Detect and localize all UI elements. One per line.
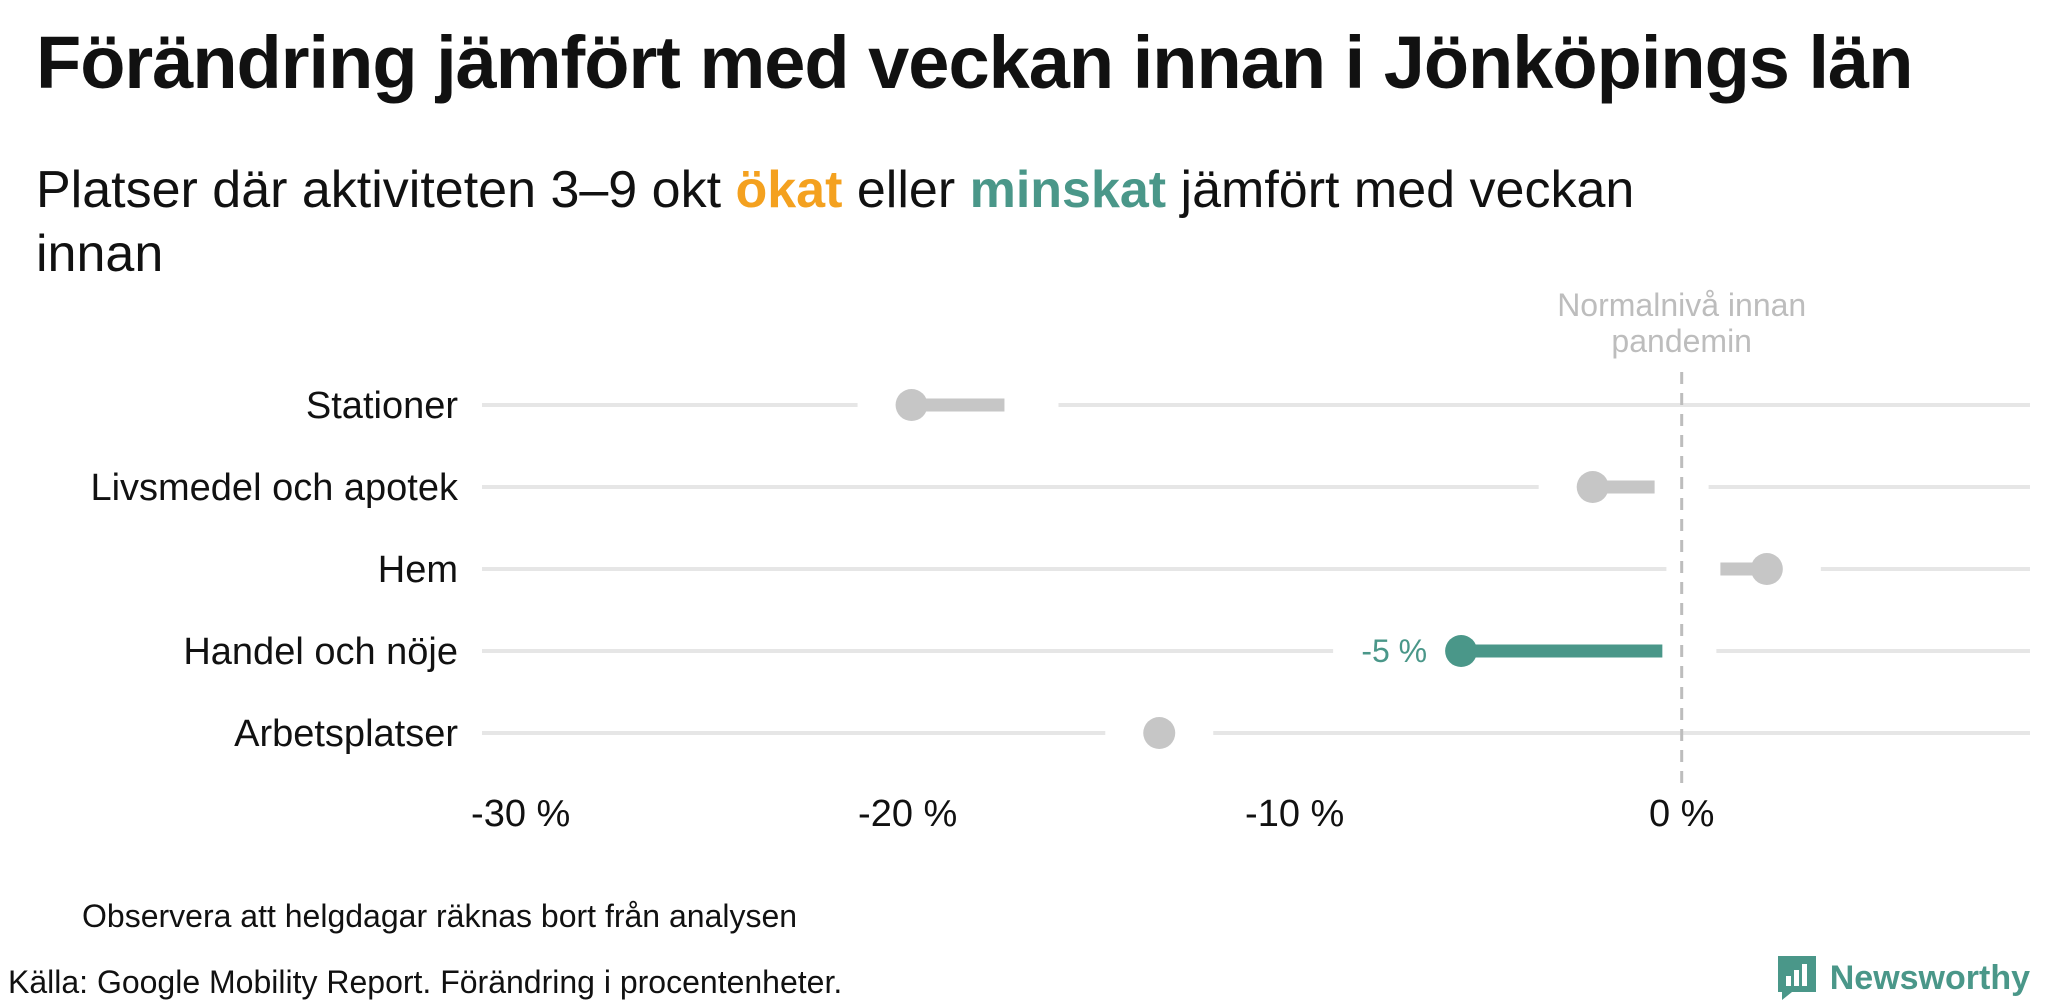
data-label: -5 % bbox=[1361, 633, 1427, 669]
current-value-dot bbox=[1445, 635, 1478, 667]
subtitle-suffix: jämfört med veckan innan bbox=[36, 161, 1635, 283]
source-note: Källa: Google Mobility Report. Förändrin… bbox=[8, 964, 843, 1000]
category-label: Arbetsplatser bbox=[234, 713, 458, 755]
gridlines bbox=[482, 403, 2030, 735]
category-label: Stationer bbox=[306, 385, 458, 427]
category-label: Hem bbox=[378, 549, 458, 591]
current-value-dot bbox=[1750, 553, 1783, 585]
reference-line-group: Normalnivå innan pandemin bbox=[1557, 287, 1806, 790]
current-value-dot bbox=[1576, 471, 1609, 503]
chart-subtitle: Platser där aktiviteten 3–9 okt ökat ell… bbox=[36, 158, 1736, 286]
x-tick-label: -20 % bbox=[858, 793, 957, 835]
chart-title: Förändring jämfört med veckan innan i Jö… bbox=[36, 21, 1913, 104]
subtitle-middle: eller bbox=[842, 161, 970, 219]
reference-line-label: Normalnivå innan pandemin bbox=[1557, 287, 1806, 359]
category-label: Livsmedel och apotek bbox=[90, 467, 459, 509]
brand-name: Newsworthy bbox=[1829, 958, 2030, 997]
subtitle-prefix: Platser där aktiviteten 3–9 okt bbox=[36, 161, 736, 219]
current-value-dot bbox=[895, 389, 928, 421]
newsworthy-logo-icon bbox=[1777, 956, 1816, 1000]
current-value-dot bbox=[1143, 717, 1176, 749]
brand-logo: Newsworthy bbox=[1776, 954, 2030, 1002]
footnote: Observera att helgdagar räknas bort från… bbox=[82, 898, 798, 934]
x-tick-label: -30 % bbox=[471, 793, 570, 835]
x-tick-label: 0 % bbox=[1649, 793, 1714, 835]
x-axis: -30 % -20 % -10 % 0 % bbox=[471, 793, 1714, 835]
chart-rows: Stationer Livsmedel och apotek Hem Handel o… bbox=[90, 385, 1783, 755]
subtitle-decrease-word: minskat bbox=[969, 161, 1167, 219]
dumbbell-chart: Normalnivå innan pandemin Stationer Livsme… bbox=[90, 287, 2030, 835]
category-label: Handel och nöje bbox=[183, 631, 458, 673]
subtitle-increase-word: ökat bbox=[735, 161, 843, 219]
x-tick-label: -10 % bbox=[1245, 793, 1344, 835]
